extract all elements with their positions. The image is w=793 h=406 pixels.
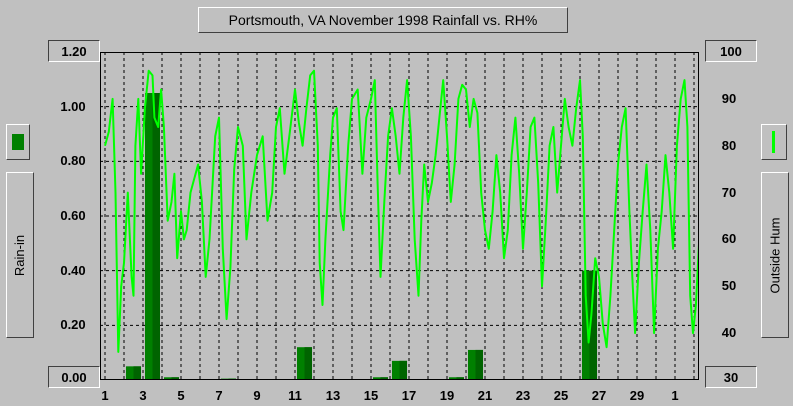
x-axis-tick-label: 1 [671,388,679,403]
left-axis-tick-label: 0.40 [60,262,86,278]
left-axis-tick-label: 0.60 [60,208,86,223]
rain-bar-shade [133,366,141,380]
left-axis-tick-label: 1.00 [60,98,86,114]
x-axis-tick-label: 11 [288,388,302,403]
humidity-legend-button[interactable] [761,124,787,160]
rain-bar-shade [380,377,388,380]
x-axis-tick-label: 29 [629,388,645,403]
right-axis-top-label: 100 [705,40,757,62]
x-axis-tick-label: 3 [139,388,147,403]
right-axis-tick-label: 60 [721,231,737,247]
x-axis-tick-label: 25 [553,388,569,403]
rain-bar-shade [475,349,483,380]
humidity-axis-label: Outside Hum [761,172,789,338]
left-axis-tick-label: 0.80 [60,153,86,169]
right-axis-bottom-label: 30 [705,366,757,388]
right-axis-tick-label: 90 [721,90,737,106]
x-axis-tick-label: 17 [401,388,417,403]
x-axis-tick-label: 21 [477,388,493,403]
rain-legend-button[interactable] [6,124,30,160]
rain-bar-shade [152,93,160,380]
rain-bar-shade [171,377,179,380]
x-axis-tick-label: 7 [215,388,223,403]
rain-axis-label: Rain-in [6,172,34,338]
x-axis-tick-label: 27 [591,388,607,403]
humidity-line [104,69,699,353]
chart-plot-area [100,52,699,380]
x-axis-tick-label: 23 [515,388,531,403]
humidity-legend-swatch-icon [772,131,775,153]
right-axis-tick-label: 40 [721,325,737,341]
x-axis-tick-label: 19 [439,388,455,403]
x-axis-tick-label: 5 [177,388,185,403]
right-axis-tick-label: 50 [721,278,737,294]
x-axis-tick-label: 15 [363,388,379,403]
x-axis-tick-label: 13 [325,388,341,403]
plot-frame [100,52,699,380]
right-axis-tick-label: 70 [721,184,737,200]
x-axis-tick-label: 1 [101,388,109,403]
rain-bar-shade [456,377,464,380]
left-axis-tick-label: 0.20 [60,317,86,333]
x-axis-tick-label: 9 [253,388,261,403]
rain-bar-shade [304,347,312,380]
chart-title: Portsmouth, VA November 1998 Rainfall vs… [198,7,568,33]
rain-legend-swatch-icon [12,134,24,150]
rain-bar-shade [589,270,597,380]
right-axis-tick-label: 80 [721,137,737,153]
left-axis-top-label: 1.20 [48,40,100,62]
rain-bar-shade [399,360,407,380]
left-axis-bottom-label: 0.00 [48,366,100,388]
